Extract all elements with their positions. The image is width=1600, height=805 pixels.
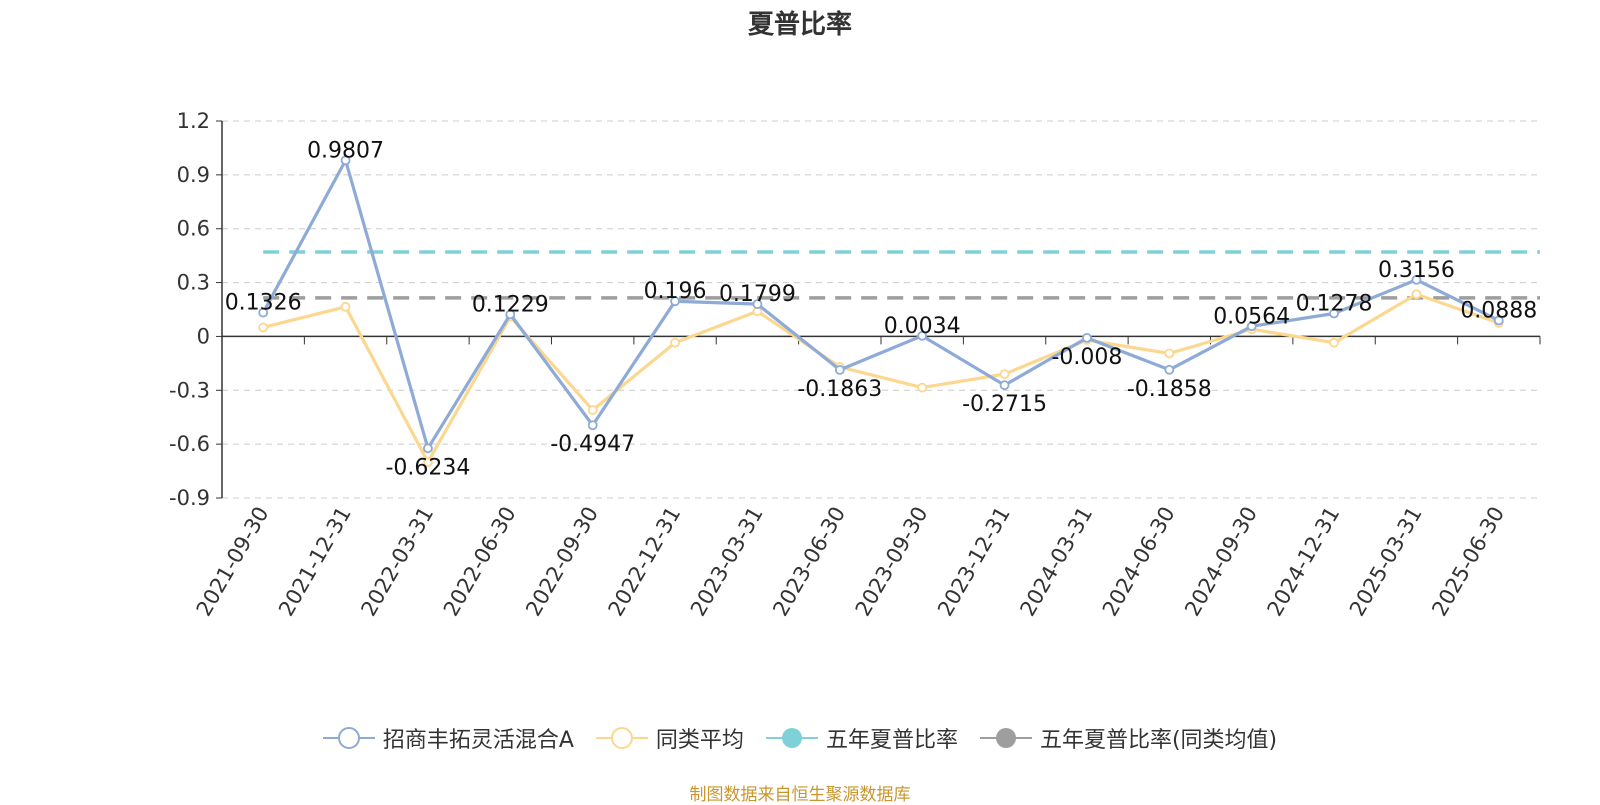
y-tick-label: 0.3 — [177, 271, 210, 295]
legend-item[interactable]: 五年夏普比率(同类均值) — [979, 722, 1278, 754]
data-label: 0.1278 — [1296, 291, 1373, 316]
data-point — [1493, 315, 1504, 326]
data-label: 0.0888 — [1460, 298, 1537, 323]
legend-label: 五年夏普比率(同类均值) — [1039, 728, 1278, 753]
data-label: 0.0564 — [1213, 304, 1290, 329]
legend-marker-icon — [765, 728, 818, 748]
data-label: -0.1858 — [1127, 377, 1212, 402]
legend-item[interactable]: 招商丰拓灵活混合A — [322, 722, 574, 754]
data-label: 0.3156 — [1378, 258, 1455, 283]
data-point — [1164, 364, 1175, 375]
data-point — [670, 296, 680, 307]
data-label: -0.1863 — [797, 377, 882, 402]
data-point — [505, 309, 516, 320]
data-point — [1329, 308, 1339, 319]
data-point — [1246, 321, 1257, 332]
data-label: 0.1229 — [472, 292, 549, 317]
x-tick-label: 2022-06-30 — [439, 503, 521, 621]
x-tick-label: 2024-03-31 — [1015, 503, 1097, 621]
series-lines — [258, 155, 1504, 467]
data-label: 0.9807 — [307, 138, 384, 163]
legend-item[interactable]: 五年夏普比率 — [765, 722, 958, 754]
y-tick-label: -0.3 — [169, 378, 210, 402]
data-point — [1164, 348, 1175, 359]
y-tick-label: 0.6 — [177, 217, 210, 241]
x-tick-label: 2024-12-31 — [1263, 503, 1345, 621]
data-label: -0.4947 — [550, 432, 635, 457]
x-tick-label: 2023-06-30 — [768, 503, 850, 621]
legend-marker-icon — [979, 728, 1032, 748]
x-tick-label: 2021-12-31 — [274, 503, 356, 621]
x-tick-label: 2024-09-30 — [1180, 503, 1262, 621]
chart-title: 夏普比率 — [747, 10, 852, 40]
data-point — [917, 330, 928, 341]
y-tick-label: 0 — [197, 324, 210, 348]
reference-lines — [263, 250, 1540, 300]
data-label: 0.1799 — [719, 282, 796, 307]
data-label: 0.196 — [644, 279, 707, 304]
data-label: 0.0034 — [884, 314, 961, 339]
data-point — [423, 443, 433, 454]
data-point — [258, 322, 269, 333]
data-point — [999, 369, 1010, 380]
y-tick-label: 0.9 — [177, 163, 210, 187]
data-point — [587, 420, 598, 431]
data-point — [1411, 289, 1422, 300]
source-note: 制图数据来自恒生聚源数据库 — [689, 785, 911, 805]
legend-label: 同类平均 — [655, 728, 744, 753]
x-tick-label: 2021-09-30 — [192, 503, 274, 621]
data-point — [1411, 274, 1422, 285]
x-tick-label: 2023-09-30 — [851, 503, 933, 621]
data-point — [834, 364, 845, 375]
series-line — [262, 292, 1500, 464]
data-point — [587, 405, 598, 415]
data-label: -0.6234 — [385, 455, 470, 480]
data-point — [1082, 332, 1092, 343]
legend-item[interactable]: 同类平均 — [595, 722, 744, 754]
data-point — [340, 301, 351, 312]
data-label: -0.2715 — [962, 392, 1047, 417]
x-tick-label: 2023-12-31 — [933, 503, 1015, 621]
data-labels: 0.1326 0.9807 -0.6234 0.1229 -0.4947 0.196 0.1… — [225, 138, 1538, 480]
data-point — [258, 307, 269, 318]
x-tick-label: 2022-09-30 — [521, 503, 603, 621]
legend: 招商丰拓灵活混合A 同类平均 五年夏普比率 五年夏普比率(同类均值) — [0, 722, 1600, 754]
data-point — [423, 457, 433, 467]
x-tick-label: 2022-03-31 — [356, 503, 438, 621]
data-point — [999, 380, 1010, 391]
data-point — [340, 155, 351, 166]
data-point — [917, 382, 928, 393]
x-tick-label: 2024-06-30 — [1098, 503, 1180, 621]
x-tick-label: 2025-06-30 — [1427, 503, 1509, 621]
data-point — [670, 337, 680, 348]
series-line — [261, 158, 1500, 450]
data-point — [1329, 337, 1339, 348]
legend-marker-icon — [322, 727, 375, 749]
x-tick-label: 2022-12-31 — [604, 503, 686, 621]
data-point — [752, 299, 763, 310]
y-tick-label: -0.6 — [169, 432, 210, 456]
legend-marker-icon — [595, 727, 648, 749]
y-tick-label: -0.9 — [169, 486, 210, 510]
x-tick-label: 2025-03-31 — [1345, 503, 1427, 621]
data-label: -0.008 — [1051, 345, 1122, 370]
data-label: 0.1326 — [225, 291, 302, 316]
y-tick-label: 1.2 — [177, 109, 210, 133]
x-tick-label: 2023-03-31 — [686, 503, 768, 621]
legend-label: 五年夏普比率 — [825, 728, 958, 753]
legend-label: 招商丰拓灵活混合A — [382, 728, 574, 753]
